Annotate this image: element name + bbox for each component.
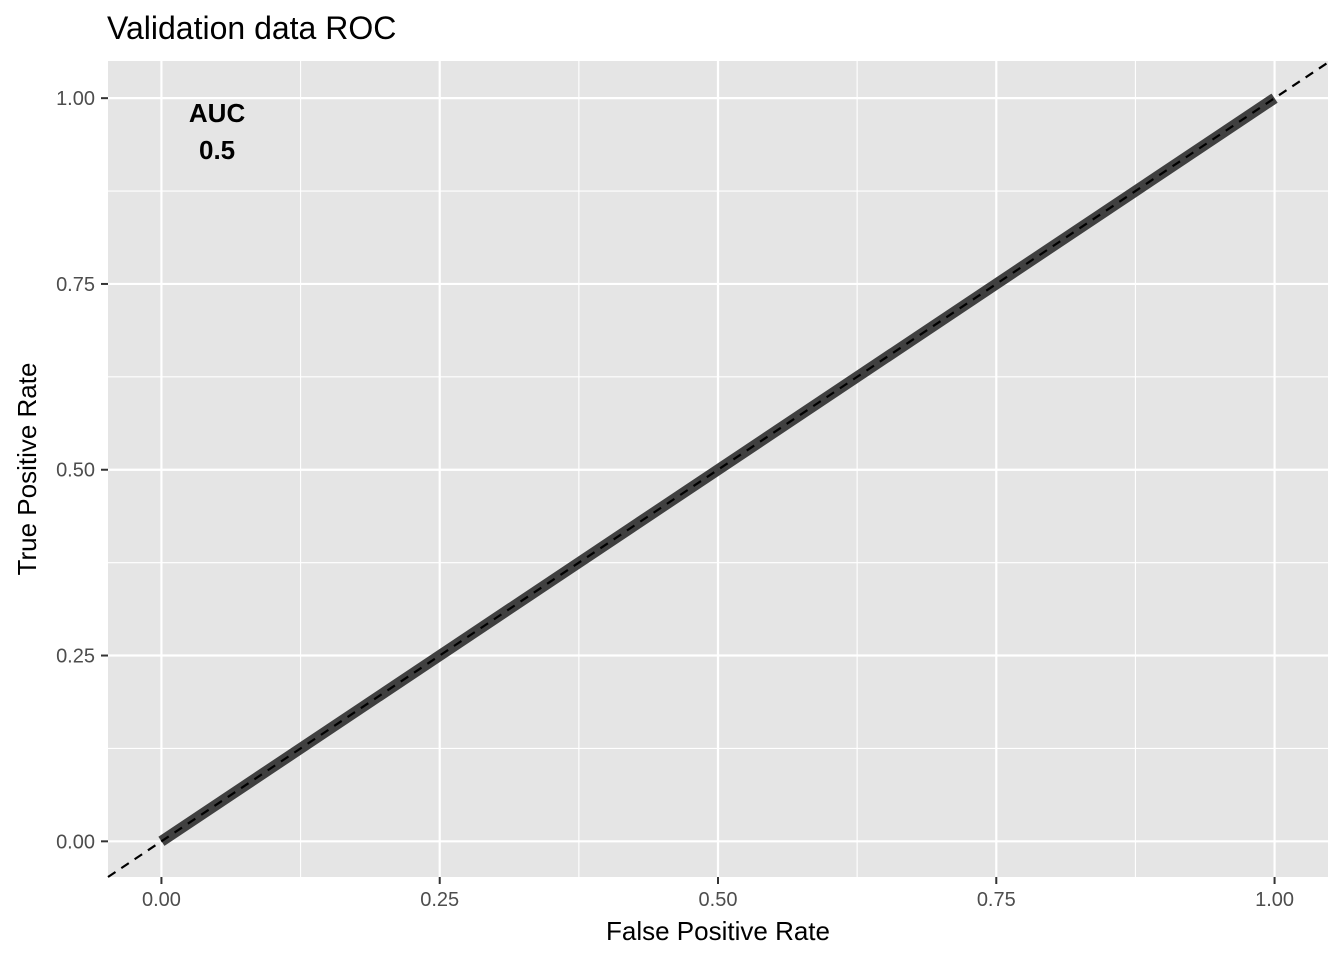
x-axis-title: False Positive Rate — [606, 916, 830, 946]
chart-title: Validation data ROC — [107, 10, 396, 46]
y-tick-label: 0.75 — [56, 274, 95, 296]
data-layer — [107, 61, 1329, 878]
y-tick-label: 0.00 — [56, 831, 95, 853]
y-tick-label: 1.00 — [56, 88, 95, 110]
x-tick-label: 0.25 — [420, 889, 459, 911]
y-axis: 0.00 0.25 0.50 0.75 1.00 — [56, 88, 108, 853]
x-tick-label: 0.50 — [699, 889, 738, 911]
y-tick-label: 0.25 — [56, 646, 95, 668]
auc-annotation-label: AUC — [189, 98, 246, 128]
roc-curve-line — [158, 93, 1278, 846]
x-tick-label: 0.00 — [142, 889, 181, 911]
x-tick-label: 0.75 — [977, 889, 1016, 911]
y-axis-title: True Positive Rate — [12, 363, 42, 576]
x-tick-label: 1.00 — [1255, 889, 1294, 911]
chance-diagonal-line — [107, 61, 1329, 878]
auc-annotation-value: 0.5 — [199, 135, 235, 165]
y-tick-label: 0.50 — [56, 460, 95, 482]
x-axis: 0.00 0.25 0.50 0.75 1.00 — [142, 877, 1294, 911]
